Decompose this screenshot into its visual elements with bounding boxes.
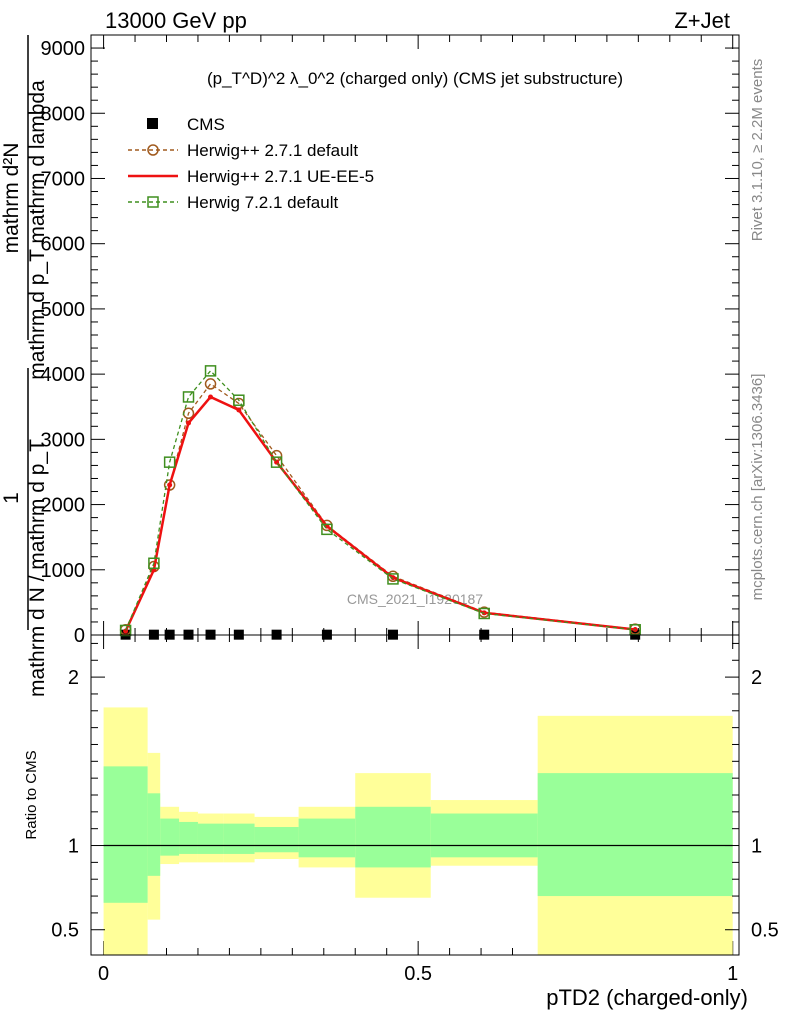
header-right: Z+Jet: [674, 8, 730, 33]
series-point-herwig7: [321, 523, 333, 536]
series-point-herwig-ueee5: [236, 407, 242, 413]
series-point-herwig-ueee5: [167, 482, 173, 488]
ratio-band-green: [355, 806, 431, 868]
legend-marker-herwig7: [147, 196, 159, 208]
series-point-herwig-ueee5: [390, 575, 396, 581]
y-tick-label: 0: [74, 625, 85, 647]
ylabel-denominator: mathrm d p_T mathrm d lambda: [26, 80, 49, 380]
series-point-herwig7: [163, 456, 176, 468]
y-tick-label: 6000: [41, 234, 86, 256]
ratio-ylabel: Ratio to CMS: [23, 750, 40, 839]
y-tick-label: 8000: [41, 103, 86, 125]
analysis-watermark: CMS_2021_I1920187: [347, 591, 483, 607]
series-point-herwig7: [148, 557, 160, 570]
series-point-herwig7: [233, 394, 245, 406]
y-tick-label: 3000: [41, 429, 86, 451]
legend-label-herwig-ueee5: Herwig++ 2.7.1 UE-EE-5: [187, 167, 374, 186]
series-point-herwig-default: [204, 378, 217, 390]
y-tick-label: 9000: [41, 38, 86, 60]
legend: CMS Herwig++ 2.7.1 default Herwig++ 2.7.…: [128, 115, 374, 212]
ratio-band-green: [254, 827, 299, 853]
legend-label-herwig7: Herwig 7.2.1 default: [187, 193, 338, 212]
legend-label-herwig-default: Herwig++ 2.7.1 default: [187, 141, 358, 160]
ratio-y-tick-label: 0.5: [51, 920, 79, 942]
series-point-herwig-ueee5: [186, 420, 192, 426]
ratio-band-green: [147, 793, 161, 876]
x-tick-label: 0: [98, 963, 109, 985]
series-point-herwig7: [270, 456, 283, 468]
x-axis-label: pTD2 (charged-only): [546, 985, 748, 1010]
ylabel-prefix-num: 1: [0, 492, 23, 504]
ratio-y-tick-label: 2: [68, 667, 79, 689]
x-tick-label: 1: [727, 963, 738, 985]
ratio-band-green: [179, 821, 198, 854]
rivet-label: Rivet 3.1.10, ≥ 2.2M events: [749, 59, 766, 242]
ratio-y-tick-label: 1: [68, 836, 79, 858]
ratio-band-green: [103, 766, 148, 903]
ylabel-numerator: mathrm d²N: [0, 143, 23, 254]
y-tick-label: 2000: [41, 495, 86, 517]
ratio-band-green: [160, 818, 180, 856]
series-line-herwig7: [125, 369, 636, 631]
chart-title: (p_T^D)^2 λ_0^2 (charged only) (CMS jet …: [207, 69, 623, 88]
series-line-herwig-default: [125, 383, 636, 631]
y-tick-label: 7000: [41, 168, 86, 190]
ratio-band-green: [223, 823, 255, 854]
main-ylabel: 1 mathrm d N / mathrm d p_T mathrm d²N m…: [0, 35, 49, 697]
series-point-herwig7: [204, 365, 217, 377]
legend-marker-cms: [147, 118, 158, 129]
ratio-y-tick-label: 1: [751, 836, 762, 858]
ylabel-prefix-den: mathrm d N / mathrm d p_T: [26, 439, 49, 697]
ratio-band-green: [430, 813, 538, 858]
ratio-band-green: [537, 773, 733, 897]
ratio-ticks: 0.5 0.5 1 1 2 2: [51, 642, 779, 942]
ratio-bands-layer: [103, 707, 733, 955]
series-point-herwig7: [478, 607, 490, 620]
x-tick-label: 0.5: [404, 963, 432, 985]
series-point-herwig7: [182, 391, 195, 403]
header-left: 13000 GeV pp: [105, 8, 247, 33]
main-y-ticks: 0 1000 2000 3000 4000 5000 6000 7000 8000 9000: [41, 38, 739, 647]
y-tick-label: 1000: [41, 560, 86, 582]
legend-label-cms: CMS: [187, 115, 225, 134]
ratio-y-tick-label: 0.5: [751, 920, 779, 942]
mcplots-label: mcplots.cern.ch [arXiv:1306.3436]: [749, 374, 766, 601]
series-point-herwig-ueee5: [123, 628, 129, 634]
series-point-herwig7: [387, 573, 399, 585]
ratio-band-green: [298, 818, 356, 858]
series-point-herwig-ueee5: [208, 394, 214, 400]
y-tick-label: 4000: [41, 364, 86, 386]
y-tick-label: 5000: [41, 299, 86, 321]
ratio-band-green: [197, 823, 224, 854]
ratio-y-tick-label: 2: [751, 667, 762, 689]
legend-marker-herwig-default: [147, 144, 159, 156]
main-x-ticks: 0 0.5 1: [98, 35, 738, 985]
